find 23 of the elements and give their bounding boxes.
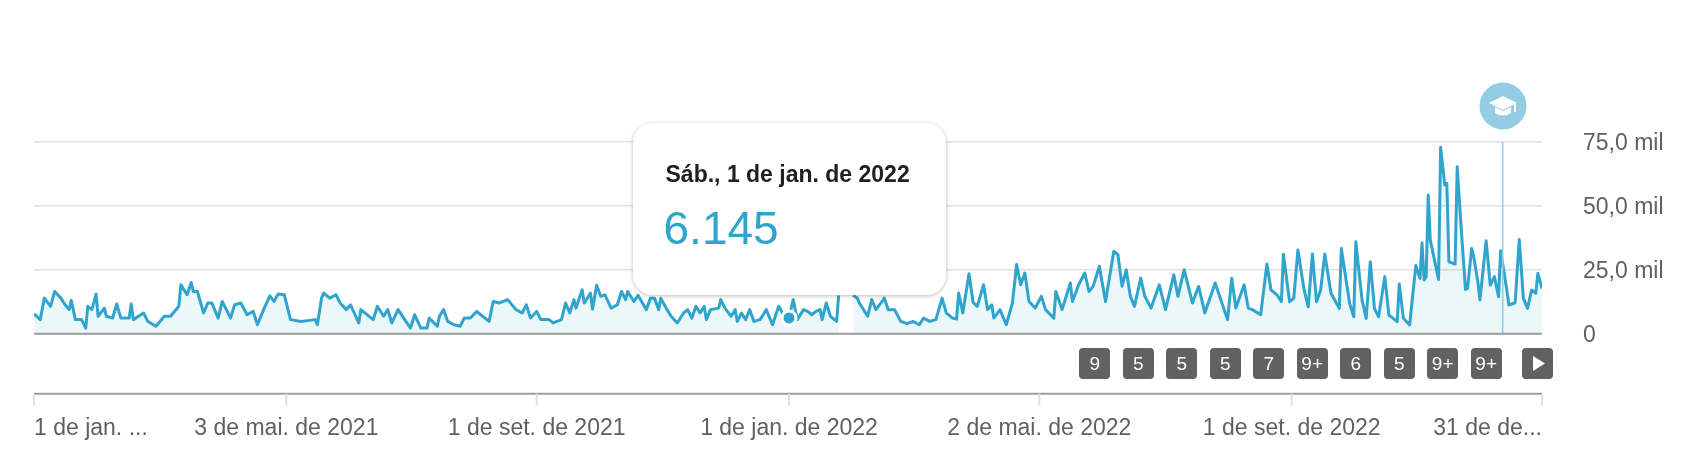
annotation: 6.145: [663, 201, 779, 255]
text: 9: [1079, 348, 1111, 379]
text: 5: [1122, 348, 1154, 379]
x-tick-label: 1 de jan. ...: [34, 414, 148, 440]
x-tick-label: 1 de jan. de 2022: [700, 414, 878, 440]
text: 5: [1383, 348, 1415, 379]
x-tick-label: 1 de set. de 2022: [1202, 414, 1381, 440]
x-tick-label: 3 de mai. de 2021: [194, 414, 379, 440]
y-tick-label: 50,0 mil: [1583, 192, 1664, 219]
y-tick-label: 25,0 mil: [1583, 256, 1664, 283]
annotation: Sáb., 1 de jan. de 2022: [665, 161, 910, 187]
text: 6: [1340, 348, 1372, 379]
text: 5: [1166, 348, 1198, 379]
text: 5: [1209, 348, 1241, 379]
text: 9+: [1470, 348, 1502, 379]
text: 9+: [1296, 348, 1328, 379]
x-tick-label: 1 de set. de 2021: [447, 414, 626, 440]
y-tick-label: 0: [1583, 320, 1596, 347]
x-tick-label: 2 de mai. de 2022: [947, 414, 1132, 440]
y-tick-label: 75,0 mil: [1583, 128, 1664, 155]
text: 9+: [1427, 348, 1459, 379]
text: 7: [1253, 348, 1285, 379]
x-tick-label: 31 de de...: [1433, 414, 1542, 440]
